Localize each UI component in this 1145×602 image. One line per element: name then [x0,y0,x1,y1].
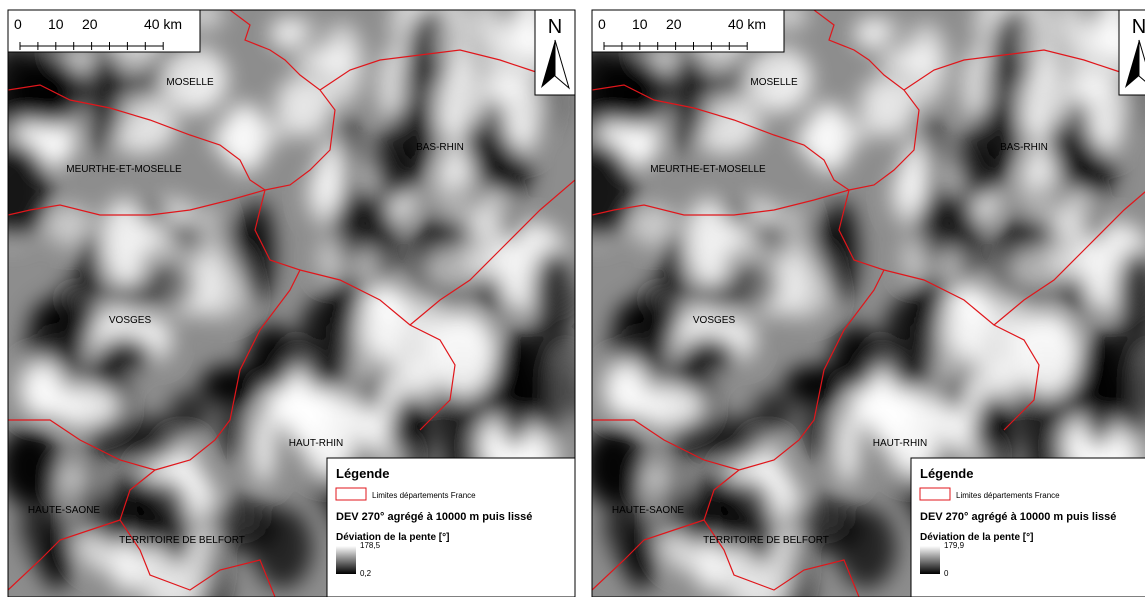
department-label: BAS-RHIN [416,142,464,153]
raster-blob [1020,4,1055,79]
raster-blob [482,98,504,159]
raster-blob [20,361,65,418]
raster-blob [873,18,900,39]
legend-title: Légende [920,466,973,481]
legend-boundary-label: Limites départements France [956,491,1060,500]
raster-blob [0,427,61,507]
raster-blob [595,54,670,127]
legend-title: Légende [336,466,389,481]
scale-bar-label: 10 [632,16,648,32]
raster-blob [604,361,649,418]
raster-blob [317,139,345,210]
raster-blob [289,18,316,39]
department-label: MEURTHE-ET-MOSELLE [650,164,766,175]
raster-blob [837,411,858,484]
raster-blob [355,247,378,285]
department-label: BAS-RHIN [1000,142,1048,153]
legend-boundary-swatch [336,488,366,500]
legend-min: 0,2 [360,569,372,578]
raster-blob [879,49,941,71]
map-body: MOSELLE BAS-RHIN MEURTHE-ET-MOSELLE VOSGES H… [560,0,1145,597]
scale-bar-label: 0 [14,16,22,32]
map-panel: MOSELLE BAS-RHIN MEURTHE-ET-MOSELLE VOSGES H… [560,0,1145,597]
map-panel: MOSELLE BAS-RHIN MEURTHE-ET-MOSELLE VOSGES H… [0,0,594,597]
map-figure: MOSELLE BAS-RHIN MEURTHE-ET-MOSELLE VOSGES H… [0,0,1145,597]
raster-blob [801,397,834,460]
raster-blob [366,284,409,362]
department-label: HAUT-RHIN [873,438,927,449]
scale-bar-label: 0 [598,16,606,32]
raster-blob [901,139,929,210]
scale-bar-label: 20 [666,16,682,32]
raster-blob [240,200,274,304]
raster-blob [299,296,348,390]
north-label: N [548,16,562,38]
department-label: HAUTE-SAONE [612,505,685,516]
raster-blob [266,123,286,144]
legend-max: 178,5 [360,541,381,550]
raster-blob [423,247,486,290]
legend-field: Déviation de la pente [°] [336,532,449,543]
north-label: N [1132,16,1145,38]
raster-blob [824,200,858,304]
raster-blob [993,320,1025,397]
raster-blob [782,207,808,310]
raster-blob [639,277,678,365]
raster-blob [1021,144,1062,223]
legend-boundary-swatch [920,488,950,500]
raster-blob [883,296,932,390]
raster-blob [850,123,870,144]
raster-blob [985,42,1024,138]
raster-blob [11,54,86,127]
raster-blob [431,312,495,397]
raster-blob [950,284,993,362]
raster-blob [437,144,478,223]
raster-blob [102,198,149,285]
scale-bar-label: 40 km [144,16,182,32]
raster-blob [217,397,250,460]
raster-blob [253,411,274,484]
scale-bar-label: 20 [82,16,98,32]
department-label: MOSELLE [750,77,798,88]
raster-blob [1066,98,1088,159]
legend-layer: DEV 270° agrégé à 10000 m puis lissé [336,511,532,523]
raster-blob [436,4,471,79]
legend-boundary-label: Limites départements France [372,491,476,500]
legend-layer: DEV 270° agrégé à 10000 m puis lissé [920,511,1116,523]
department-label: TERRITOIRE DE BELFORT [703,535,829,546]
raster-blob [667,52,707,153]
raster-blob [200,365,263,404]
department-label: VOSGES [693,315,736,326]
map-body: MOSELLE BAS-RHIN MEURTHE-ET-MOSELLE VOSGES H… [0,0,594,597]
department-label: MEURTHE-ET-MOSELLE [66,164,182,175]
raster-blob [1007,247,1070,290]
department-label: HAUTE-SAONE [28,505,101,516]
raster-blob [295,49,357,71]
page: {"panels": [ {"scale_bar": {"labels": ["… [0,0,1145,602]
department-label: HAUT-RHIN [289,438,343,449]
raster-blob [681,336,738,373]
raster-blob [686,198,733,285]
legend-ramp [920,546,940,574]
raster-blob [55,277,94,365]
department-label: VOSGES [109,315,152,326]
scale-bar-label: 10 [48,16,64,32]
legend-max: 179,9 [944,541,965,550]
raster-blob [1015,312,1079,397]
raster-blob [518,326,583,430]
legend-ramp [336,546,356,574]
scale-bar-label: 40 km [728,16,766,32]
raster-blob [409,320,441,397]
raster-blob [83,52,123,153]
legend-field: Déviation de la pente [°] [920,532,1033,543]
raster-blob [939,247,962,285]
department-label: TERRITOIRE DE BELFORT [119,535,245,546]
raster-blob [97,336,154,373]
raster-blob [784,365,847,404]
department-label: MOSELLE [166,77,214,88]
raster-blob [401,42,440,138]
raster-blob [198,207,224,310]
legend-min: 0 [944,569,949,578]
